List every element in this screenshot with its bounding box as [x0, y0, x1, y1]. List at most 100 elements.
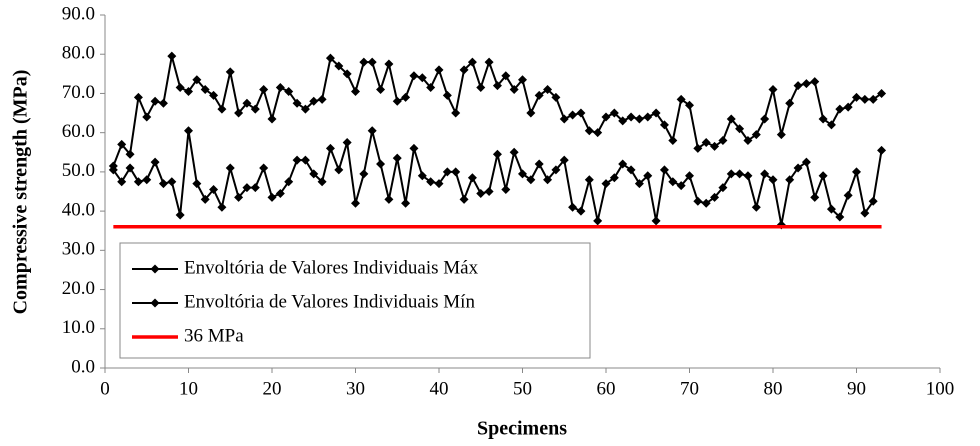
- point-marker: [701, 137, 711, 147]
- point-marker: [426, 177, 436, 187]
- point-marker: [184, 126, 193, 136]
- point-marker: [259, 163, 269, 173]
- point-marker: [384, 59, 394, 69]
- point-marker: [551, 165, 561, 175]
- point-marker: [150, 157, 160, 167]
- point-marker: [325, 143, 335, 153]
- point-marker: [267, 114, 277, 124]
- point-marker: [593, 216, 603, 226]
- point-marker: [659, 165, 669, 175]
- point-marker: [225, 163, 235, 173]
- point-marker: [217, 202, 227, 212]
- point-marker: [175, 210, 185, 220]
- point-marker: [810, 77, 820, 87]
- point-marker: [284, 177, 294, 187]
- point-marker: [158, 179, 168, 189]
- point-marker: [701, 198, 711, 208]
- point-marker: [459, 194, 469, 204]
- point-marker: [250, 104, 260, 114]
- legend-box: [119, 242, 591, 359]
- y-tick-label: 80.0: [62, 43, 95, 64]
- x-tick-label: 90: [847, 378, 866, 399]
- point-marker: [359, 169, 369, 179]
- point-marker: [710, 192, 720, 202]
- point-marker: [167, 51, 177, 61]
- point-marker: [409, 71, 419, 81]
- x-tick-label: 10: [179, 378, 198, 399]
- point-marker: [835, 212, 845, 222]
- point-marker: [417, 171, 427, 181]
- point-marker: [852, 92, 861, 102]
- point-marker: [209, 185, 219, 195]
- point-marker: [451, 167, 461, 177]
- x-tick-label: 40: [430, 378, 449, 399]
- point-marker: [125, 149, 135, 159]
- point-marker: [300, 155, 310, 165]
- point-marker: [868, 94, 878, 104]
- point-marker: [818, 114, 828, 124]
- point-marker: [543, 175, 553, 185]
- point-marker: [526, 175, 536, 185]
- point-marker: [726, 114, 736, 124]
- point-marker: [334, 61, 344, 71]
- point-marker: [526, 108, 536, 118]
- point-marker: [117, 139, 127, 149]
- point-marker: [868, 196, 878, 206]
- point-marker: [768, 175, 778, 185]
- point-marker: [401, 92, 411, 102]
- point-marker: [877, 145, 887, 155]
- point-marker: [710, 141, 720, 151]
- point-marker: [785, 98, 795, 108]
- point-marker: [184, 86, 193, 96]
- point-marker: [359, 57, 369, 67]
- point-marker: [284, 86, 294, 96]
- point-marker: [676, 181, 686, 191]
- point-marker: [267, 192, 277, 202]
- point-marker: [442, 90, 452, 100]
- point-marker: [593, 128, 603, 138]
- point-marker: [726, 169, 736, 179]
- point-marker: [133, 177, 143, 187]
- point-marker: [584, 126, 594, 136]
- point-marker: [751, 202, 761, 212]
- point-marker: [718, 183, 728, 193]
- point-marker: [668, 136, 678, 146]
- point-marker: [250, 183, 260, 193]
- point-marker: [142, 112, 152, 122]
- point-marker: [685, 100, 694, 110]
- point-marker: [601, 179, 611, 189]
- point-marker: [693, 196, 703, 206]
- point-marker: [626, 112, 636, 122]
- point-marker: [843, 102, 853, 112]
- point-marker: [659, 120, 669, 130]
- point-marker: [259, 85, 269, 95]
- x-tick-label: 80: [764, 378, 783, 399]
- point-marker: [417, 73, 427, 83]
- point-marker: [793, 163, 803, 173]
- y-tick-label: 70.0: [62, 82, 95, 103]
- point-marker: [643, 171, 653, 181]
- point-marker: [501, 185, 511, 195]
- point-marker: [760, 169, 770, 179]
- point-marker: [434, 179, 444, 189]
- point-marker: [292, 98, 302, 108]
- point-marker: [484, 57, 494, 67]
- point-marker: [459, 65, 469, 75]
- point-marker: [768, 85, 778, 95]
- point-marker: [509, 147, 519, 157]
- point-marker: [200, 85, 210, 95]
- point-marker: [743, 136, 753, 146]
- point-marker: [309, 96, 319, 106]
- y-tick-label: 50.0: [62, 160, 95, 181]
- point-marker: [668, 177, 678, 187]
- point-marker: [626, 165, 636, 175]
- point-marker: [467, 57, 477, 67]
- x-tick-label: 60: [597, 378, 616, 399]
- point-marker: [476, 188, 486, 198]
- point-marker: [376, 159, 386, 169]
- point-marker: [125, 163, 135, 173]
- point-marker: [793, 81, 803, 91]
- point-marker: [735, 169, 745, 179]
- point-marker: [142, 175, 152, 185]
- x-tick-label: 30: [346, 378, 365, 399]
